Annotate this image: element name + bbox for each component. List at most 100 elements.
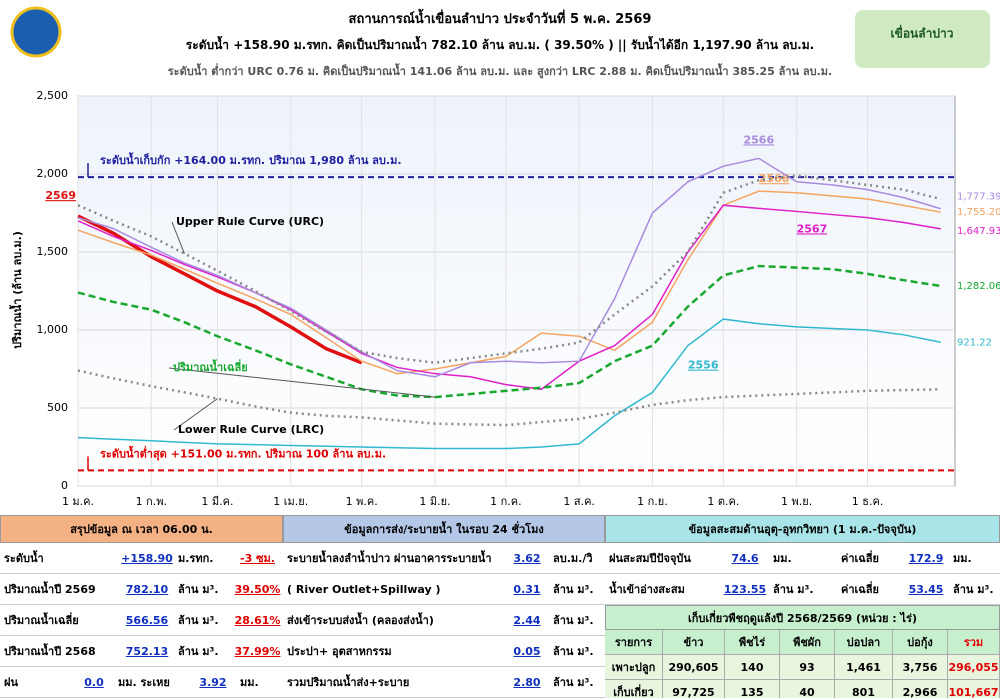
logo-right xyxy=(855,10,990,68)
crop-cell: 140 xyxy=(725,655,780,679)
table-row: ปริมาณน้ำปี 2568 752.13 ล้าน ม³. 37.99% xyxy=(0,636,283,667)
end-label: 1,282.06 xyxy=(957,281,1000,292)
table-cell: ปริมาณน้ำปี 2569 xyxy=(4,583,96,596)
table-cell: ค่าเฉลี่ย xyxy=(841,583,879,596)
end-label: 1,755.20 xyxy=(957,207,1000,218)
table-cell: มม. xyxy=(953,552,972,565)
panel-title: สรุปข้อมูล ณ เวลา 06.00 น. xyxy=(0,515,283,543)
crop-cell: 1,461 xyxy=(835,655,893,679)
x-tick-label: 1 ต.ค. xyxy=(707,495,739,508)
crop-cell: พืชไร่ xyxy=(725,630,780,654)
table-cell: 0.05 xyxy=(513,645,541,658)
crop-cell: พืชผัก xyxy=(780,630,835,654)
table-row: ปริมาณน้ำปี 2569 782.10 ล้าน ม³. 39.50% xyxy=(0,574,283,605)
crop-cell: 3,756 xyxy=(893,655,948,679)
table-cell: -3 ซม. xyxy=(240,552,275,565)
crop-cell: เก็บเกี่ยว xyxy=(605,680,663,698)
table-cell: ล้าน ม³. xyxy=(178,583,219,596)
crop-cell: 135 xyxy=(725,680,780,698)
table-cell: ประปา+ อุตสาหกรรม xyxy=(287,645,392,658)
y-axis-label: ปริมาณน้ำ (ล้าน ลบ.ม.) xyxy=(9,231,24,349)
crop-cell: บ่อปลา xyxy=(835,630,893,654)
panel-title: ข้อมูลการส่ง/ระบายน้ำ ในรอบ 24 ชั่วโมง xyxy=(283,515,605,543)
table-row: ส่งเข้าระบบส่งน้ำ (คลองส่งน้ำ) 2.44 ล้าน ม… xyxy=(283,605,605,636)
logo-text: เขื่อนลำปาว xyxy=(891,25,954,41)
table-cell: ระบายน้ำลงลำน้ำปาว ผ่านอาคารระบายน้ำ xyxy=(287,552,492,565)
table-cell: 39.50% xyxy=(234,583,281,596)
series-line xyxy=(77,190,941,375)
series-label: 2556 xyxy=(688,359,719,372)
table-cell: ม.รทก. xyxy=(178,552,214,565)
table-cell: 123.55 xyxy=(723,583,767,596)
table-row: รวมปริมาณน้ำส่ง+ระบาย 2.80 ล้าน ม³. xyxy=(283,667,605,698)
panel: สรุปข้อมูล ณ เวลา 06.00 น. ระดับน้ำ +158.9… xyxy=(0,515,283,698)
logo xyxy=(10,6,62,58)
table-cell: ลบ.ม./วิ xyxy=(553,552,593,565)
table-cell: ล้าน ม³. xyxy=(178,645,219,658)
x-tick-label: 1 เม.ย. xyxy=(273,495,308,508)
table-cell: 2.80 xyxy=(513,676,541,689)
table-row: ฝนสะสมปีปัจจุบัน 74.6 มม. ค่าเฉลี่ย 172.9 มม. xyxy=(605,543,1000,574)
y-tick-label: 1,500 xyxy=(37,245,69,258)
table-cell: ล้าน ม³. xyxy=(553,645,594,658)
crop-cell: ข้าว xyxy=(663,630,725,654)
table-cell: ค่าเฉลี่ย xyxy=(841,552,879,565)
table-cell: 2.44 xyxy=(513,614,541,627)
table-cell: 0.0 xyxy=(84,676,104,689)
table-row: ( River Outlet+Spillway ) 0.31 ล้าน ม³. xyxy=(283,574,605,605)
x-tick-label: 1 ก.ย. xyxy=(637,495,668,508)
crop-cell: 2,966 xyxy=(893,680,948,698)
series-line xyxy=(77,204,941,391)
table-cell: +158.90 xyxy=(121,552,173,565)
end-label: 1,777.39 xyxy=(957,192,1000,203)
x-tick-label: 1 พ.ค. xyxy=(346,495,378,508)
y-tick-label: 2,500 xyxy=(37,89,69,102)
table-cell: 28.61% xyxy=(234,614,281,627)
x-tick-label: 1 มี.ค. xyxy=(201,495,233,508)
series-line xyxy=(77,264,942,399)
table-cell: ระดับน้ำ xyxy=(4,552,44,565)
table-cell: 37.99% xyxy=(234,645,281,658)
end-label: 921.22 xyxy=(957,337,992,348)
crop-cell: บ่อกุ้ง xyxy=(893,630,948,654)
subtitle-2: ระดับน้ำ ต่ำกว่า URC 0.76 ม. คิดเป็นปริม… xyxy=(167,65,833,78)
table-row: ฝน 0.0 มม. ระเหย 3.92 มม. xyxy=(0,667,283,698)
x-tick-label: 1 มิ.ย. xyxy=(419,495,450,508)
crop-cell: 93 xyxy=(780,655,835,679)
x-tick-label: 1 ธ.ค. xyxy=(852,495,884,508)
table-cell: มม. xyxy=(240,676,259,689)
panel: ข้อมูลการส่ง/ระบายน้ำ ในรอบ 24 ชั่วโมง ระ… xyxy=(283,515,605,698)
series-label: 2568 xyxy=(759,172,790,185)
table-cell: ล้าน ม³. xyxy=(553,676,594,689)
table-cell: 0.31 xyxy=(513,583,541,596)
table-row: ระดับน้ำ +158.90 ม.รทก. -3 ซม. xyxy=(0,543,283,574)
annotation: Lower Rule Curve (LRC) xyxy=(178,423,324,436)
reference-label: ระดับน้ำเก็บกัก +164.00 ม.รทก. ปริมาณ 1,… xyxy=(100,152,402,167)
annotation: Upper Rule Curve (URC) xyxy=(176,215,324,228)
chart: เขื่อนลำปาว ปริมาณน้ำ (ล้าน ลบ.ม.) 0 500 1… xyxy=(9,6,1000,508)
title: สถานการณ์น้ำเขื่อนลำปาว ประจำวันที่ 5 พ.… xyxy=(348,12,652,27)
series-line xyxy=(77,157,942,378)
crop-cell: รวม xyxy=(948,630,1000,654)
table-cell: 53.45 xyxy=(908,583,944,596)
crop-cell: 101,667 xyxy=(948,680,1000,698)
crop-row: รายการ ข้าว พืชไร่ พืชผัก บ่อปลา บ่อกุ้ง รวม xyxy=(605,630,1000,655)
table-row: ระบายน้ำลงลำน้ำปาว ผ่านอาคารระบายน้ำ 3.62… xyxy=(283,543,605,574)
x-tick-label: 1 ม.ค. xyxy=(62,495,94,508)
leader-line xyxy=(168,367,436,398)
reference-label: ระดับน้ำต่ำสุด +151.00 ม.รทก. ปริมาณ 100… xyxy=(100,445,386,461)
series-line xyxy=(77,369,941,427)
end-label: 1,647.93 xyxy=(957,226,1000,237)
x-tick-label: 1 พ.ย. xyxy=(781,495,812,508)
panel-title: ข้อมูลสะสมด้านอุตุ-อุทกวิทยา (1 ม.ค.-ปัจ… xyxy=(605,515,1000,543)
leader-line xyxy=(173,398,218,431)
table-row: ประปา+ อุตสาหกรรม 0.05 ล้าน ม³. xyxy=(283,636,605,667)
subtitle: ระดับน้ำ +158.90 ม.รทก. คิดเป็นปริมาณน้ำ… xyxy=(185,38,815,52)
table-cell: ล้าน ม³. xyxy=(953,583,994,596)
crop-title: เก็บเกี่ยวพืชฤดูแล้งปี 2568/2569 (หน่วย … xyxy=(605,605,1000,630)
table-cell: 74.6 xyxy=(731,552,759,565)
crop-cell: 290,605 xyxy=(663,655,725,679)
table-cell: 3.62 xyxy=(513,552,541,565)
table-cell: ฝน xyxy=(4,676,18,689)
